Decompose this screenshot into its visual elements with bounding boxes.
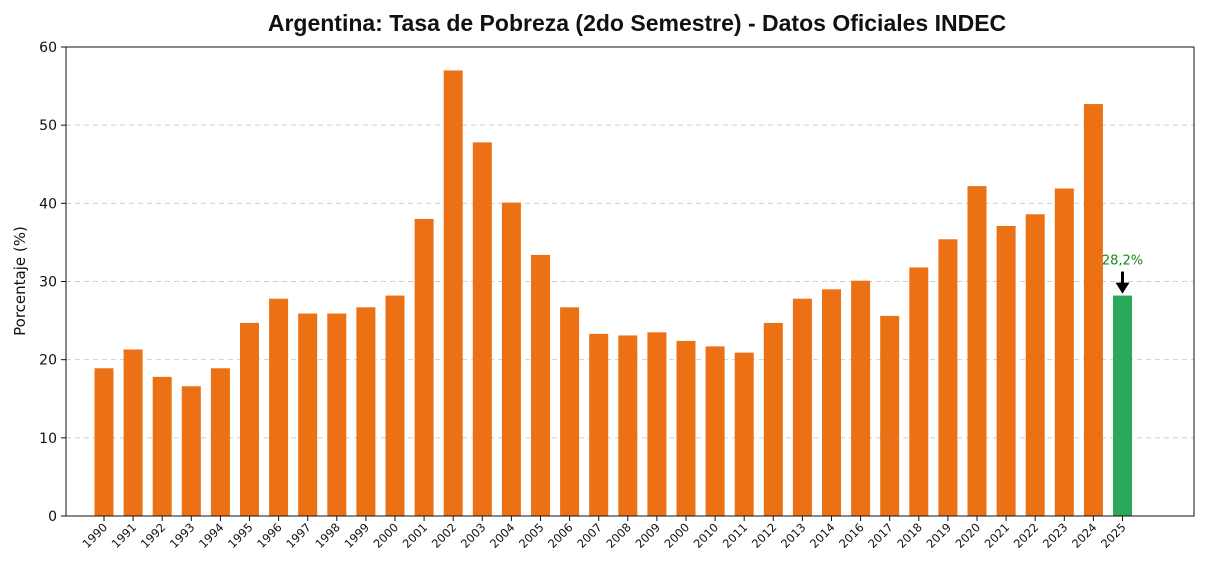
x-tick-label: 1995	[225, 520, 256, 551]
bar	[385, 295, 405, 516]
x-tick-label: 2013	[778, 520, 809, 551]
x-tick-label: 2014	[807, 520, 838, 551]
bar	[676, 340, 696, 516]
y-tick-label: 10	[39, 431, 57, 447]
bar	[501, 202, 521, 516]
x-tick-label: 2010	[691, 520, 722, 551]
bar	[705, 346, 725, 516]
y-tick-label: 60	[39, 40, 57, 56]
y-tick-label: 40	[39, 196, 57, 212]
y-axis-ticks: 0 10 20 30 40 50 60	[39, 40, 66, 525]
annotation-arrow-icon	[1115, 282, 1130, 294]
x-tick-label: 1999	[341, 520, 372, 551]
x-tick-label: 1996	[254, 520, 285, 551]
x-tick-label: 2003	[458, 520, 489, 551]
x-tick-label: 1991	[109, 520, 140, 551]
bar	[1083, 104, 1103, 516]
x-tick-label: 2008	[603, 520, 634, 551]
bar	[909, 267, 929, 516]
x-tick-label: 2021	[982, 520, 1013, 551]
bar	[1113, 295, 1132, 516]
plot-frame	[65, 46, 1195, 517]
annotation-label: 28,2%	[1102, 254, 1143, 269]
bar	[531, 254, 550, 516]
annotation: 28,2%	[1102, 254, 1143, 294]
y-tick-label: 20	[39, 353, 57, 369]
y-tick-label: 30	[39, 275, 57, 291]
x-tick-label: 2017	[865, 520, 896, 551]
bar	[618, 335, 638, 516]
bar	[967, 186, 987, 517]
x-tick-label: 2007	[574, 520, 605, 551]
x-tick-label: 2018	[894, 520, 925, 551]
chart-title: Argentina: Tasa de Pobreza (2do Semestre…	[268, 10, 1006, 36]
x-tick-label: 2016	[836, 520, 867, 551]
bar	[298, 313, 318, 516]
x-tick-label: 2011	[720, 520, 751, 551]
bar	[792, 298, 812, 516]
bar	[94, 368, 114, 516]
bar	[560, 307, 580, 516]
x-tick-label: 1990	[80, 520, 111, 551]
bar	[734, 352, 754, 516]
bar	[472, 142, 492, 516]
x-tick-label: 1994	[196, 520, 227, 551]
x-tick-label: 2001	[400, 520, 431, 551]
bar	[996, 226, 1016, 517]
x-axis-ticks: 1990199119921993199419951996199719981999…	[80, 516, 1129, 551]
y-axis-label: Porcentaje (%)	[11, 226, 29, 336]
x-tick-label: 2005	[516, 520, 547, 551]
bar	[589, 333, 609, 516]
x-tick-label: 2000	[662, 520, 693, 551]
bar	[240, 322, 259, 516]
bar	[414, 218, 434, 516]
x-tick-label: 2004	[487, 520, 518, 551]
x-tick-label: 2024	[1069, 520, 1100, 551]
x-tick-label: 2009	[632, 520, 663, 551]
bar	[1054, 188, 1074, 516]
bar	[763, 322, 783, 516]
x-tick-label: 2022	[1011, 520, 1042, 551]
x-tick-label: 2012	[749, 520, 780, 551]
x-tick-label: 2025	[1098, 520, 1129, 551]
bar	[123, 349, 143, 516]
x-tick-label: 2000	[371, 520, 402, 551]
x-tick-label: 2023	[1040, 520, 1071, 551]
bar	[647, 332, 667, 516]
bar	[152, 376, 172, 516]
bar	[356, 307, 376, 516]
bar	[210, 368, 230, 516]
bar	[1025, 214, 1045, 516]
bar	[851, 280, 871, 516]
x-tick-label: 2020	[953, 520, 984, 551]
x-tick-label: 1993	[167, 520, 198, 551]
y-tick-label: 0	[48, 509, 57, 525]
bar	[880, 315, 900, 516]
x-tick-label: 1998	[312, 520, 343, 551]
bars	[94, 70, 1132, 517]
bar	[269, 298, 289, 516]
bar	[327, 313, 347, 516]
x-tick-label: 1992	[138, 520, 169, 551]
y-tick-label: 50	[39, 118, 57, 134]
x-tick-label: 2019	[923, 520, 954, 551]
x-tick-label: 1997	[283, 520, 314, 551]
bar	[938, 239, 958, 517]
bar	[181, 386, 201, 516]
bar	[822, 289, 841, 516]
x-tick-label: 2002	[429, 520, 460, 551]
x-tick-label: 2006	[545, 520, 576, 551]
bar	[443, 70, 463, 516]
